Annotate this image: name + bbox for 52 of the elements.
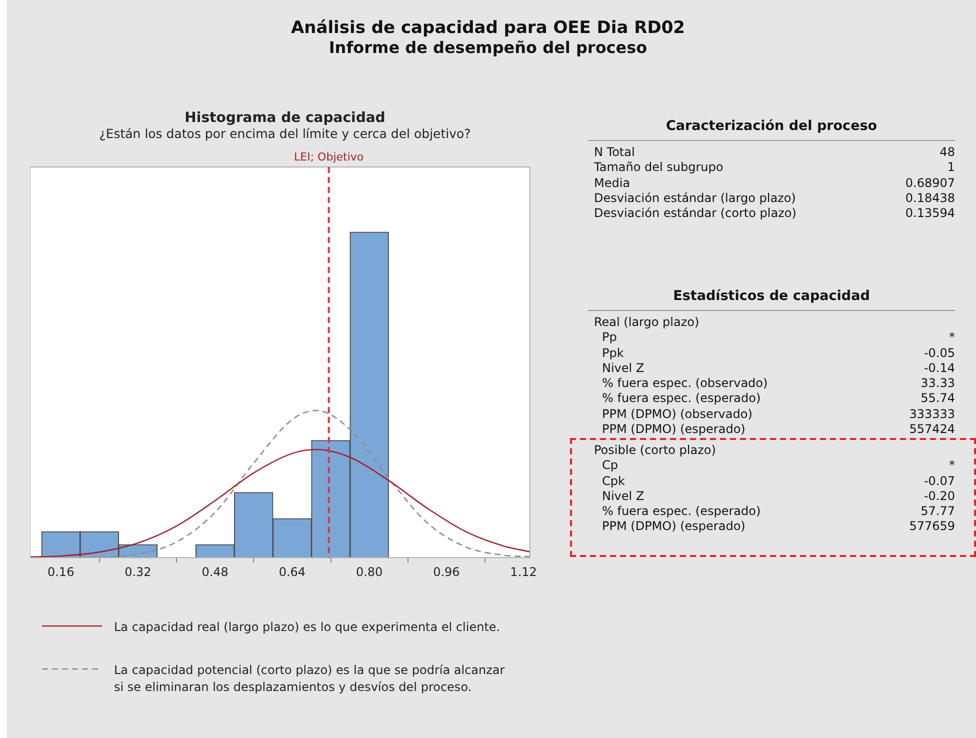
text: -0.14 xyxy=(924,360,955,376)
text: -0.05 xyxy=(924,346,955,361)
text: % fuera espec. (observado) xyxy=(602,376,768,392)
x-tick-label: 0.16 xyxy=(47,564,74,579)
legend-label: La capacidad potencial (corto plazo) es la que se podría alcanzar si se eliminaran los desplazamientos y desvíos del proceso. xyxy=(114,662,506,696)
text: Caracterización del proceso xyxy=(588,118,955,141)
text: Desviación estándar (corto plazo) xyxy=(594,206,796,222)
text: Posible (corto plazo) xyxy=(593,443,717,458)
text: Informe de desempeño del proceso xyxy=(328,38,648,57)
text: 577659 xyxy=(909,519,955,535)
chart-subtitle: ¿Están los datos por encima del límite y cerca del objetivo? xyxy=(98,126,472,141)
text: 0.68907 xyxy=(905,176,955,191)
text: Nivel Z xyxy=(602,360,644,376)
text: 557424 xyxy=(909,422,955,438)
text: Nivel Z xyxy=(602,488,644,504)
text: Estadísticos de capacidad xyxy=(588,288,955,311)
x-tick-label: 0.64 xyxy=(278,564,306,579)
text: * xyxy=(949,330,955,346)
text: PPM (DPMO) (esperado) xyxy=(602,422,746,438)
text: 0.18438 xyxy=(905,190,955,206)
ref-line-label: LEI; Objetivo xyxy=(294,150,364,164)
x-tick-label: 0.96 xyxy=(433,564,460,579)
text: 48 xyxy=(940,145,955,160)
chart-title: Histograma de capacidad xyxy=(184,110,386,126)
text: N Total xyxy=(594,145,635,160)
x-tick-label: 0.80 xyxy=(356,564,383,579)
text: % fuera espec. (esperado) xyxy=(602,391,761,407)
text: 0.13594 xyxy=(905,206,955,222)
text: 55.74 xyxy=(920,391,955,407)
x-tick-label: 0.48 xyxy=(202,564,228,579)
text: Cpk xyxy=(602,474,625,489)
text: 33.33 xyxy=(920,376,955,392)
text: -0.07 xyxy=(924,474,955,489)
text: 333333 xyxy=(909,406,955,422)
text: Cp xyxy=(602,458,618,474)
text: Media xyxy=(594,176,630,191)
text: Desviación estándar (largo plazo) xyxy=(594,190,796,206)
text: * xyxy=(949,458,955,474)
text: Real (largo plazo) xyxy=(593,315,700,330)
legend-label: La capacidad real (largo plazo) es lo que experimenta el cliente. xyxy=(114,619,500,636)
text: Análisis de capacidad para OEE Dia RD02 xyxy=(290,18,686,38)
text: -0.20 xyxy=(924,488,955,504)
text: Tamaño del subgrupo xyxy=(594,160,724,176)
text: PPM (DPMO) (esperado) xyxy=(602,519,746,535)
x-tick-label: 0.32 xyxy=(124,564,152,579)
x-tick-label: 1.12 xyxy=(510,564,537,579)
text: Ppk xyxy=(602,346,624,361)
text: 57.77 xyxy=(920,504,955,520)
text: Pp xyxy=(602,330,617,346)
text: % fuera espec. (esperado) xyxy=(602,504,761,520)
text: PPM (DPMO) (observado) xyxy=(602,406,752,422)
text: 1 xyxy=(947,160,955,176)
